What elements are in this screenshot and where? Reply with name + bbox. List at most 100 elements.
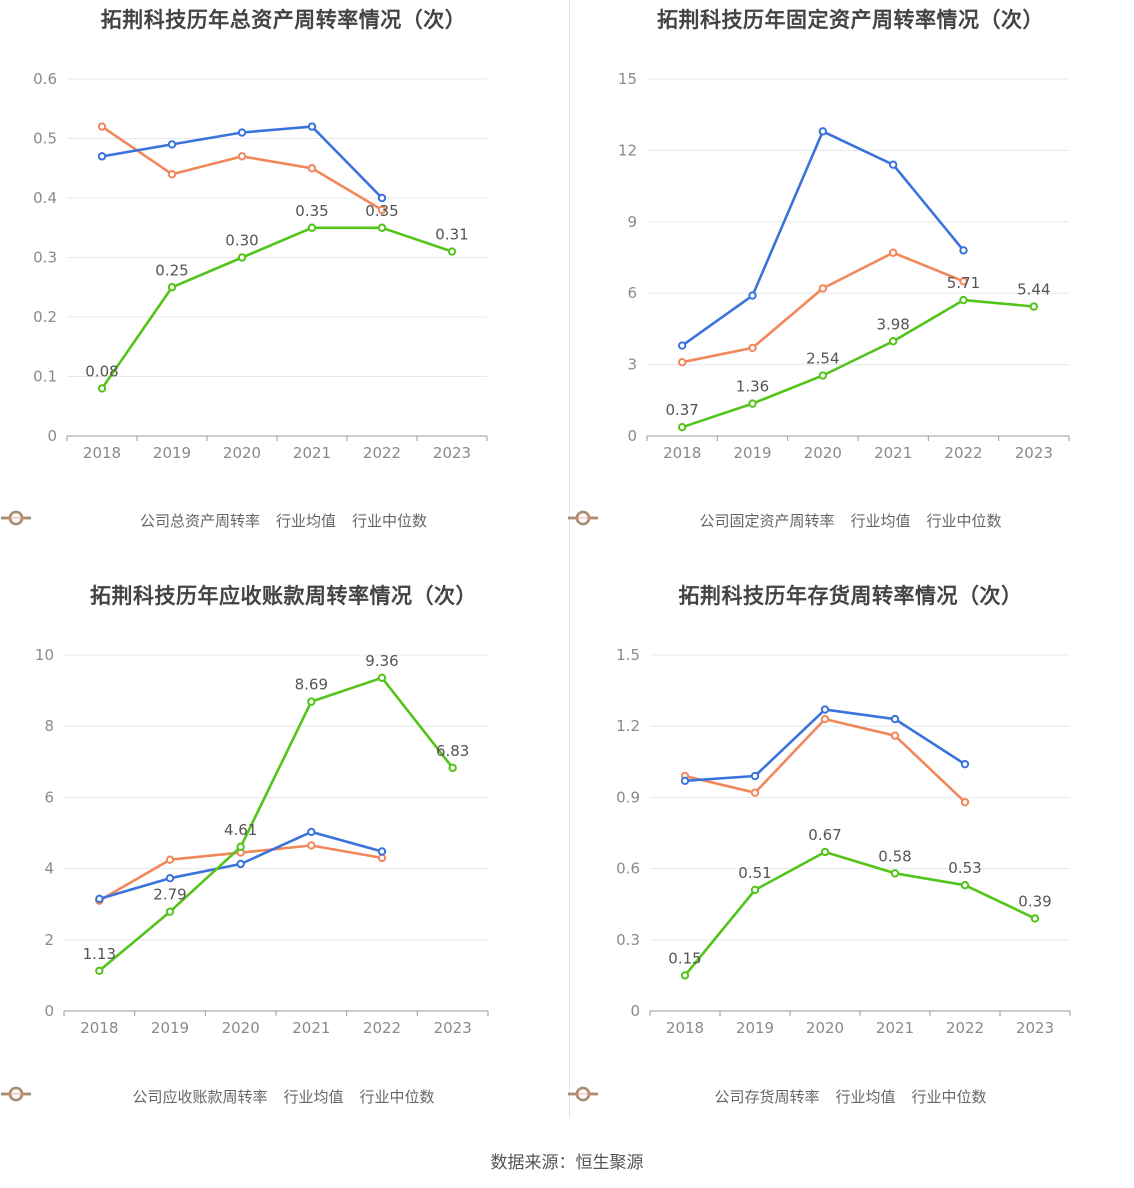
legend-item-average[interactable]: 行业均值 (568, 510, 911, 531)
data-label: 0.37 (665, 401, 698, 419)
y-tick-label: 4 (44, 860, 54, 878)
data-point-median (750, 788, 760, 797)
data-point-company (307, 697, 316, 706)
data-point-average (959, 246, 968, 255)
x-tick-label: 2018 (666, 1019, 704, 1037)
x-tick-label: 2019 (153, 444, 191, 462)
data-point-average (97, 152, 107, 161)
data-label: 8.69 (295, 676, 328, 694)
x-tick-label: 2023 (434, 1019, 472, 1037)
legend-line-circle-icon (1, 1086, 31, 1102)
y-tick-label: 1.2 (616, 717, 640, 735)
legend-label: 公司存货周转率 (714, 1088, 820, 1106)
chart-panel-2: 拓荆科技历年固定资产周转率情况（次） 0 3 6 9 12 15 2018 2019 2020 20… (567, 0, 1134, 570)
chart-legend[interactable]: 公司总资产周转率 行业均值 行业中位数 (0, 510, 567, 531)
data-label: 0.58 (878, 847, 911, 865)
y-tick-label: 0.4 (33, 189, 57, 207)
legend-item-company[interactable]: 公司应收账款周转率 (1, 1086, 267, 1107)
data-point-average (960, 759, 970, 769)
legend-item-company[interactable]: 公司总资产周转率 (1, 510, 260, 531)
legend-label: 行业中位数 (926, 512, 1002, 530)
series-line-median (101, 125, 383, 212)
legend-line-circle-icon (568, 510, 598, 526)
y-tick-label: 0.5 (33, 130, 57, 148)
data-point-average (750, 771, 760, 781)
x-tick-label: 2020 (804, 444, 842, 462)
legend-item-median[interactable]: 行业中位数 (568, 1086, 987, 1107)
chart-legend[interactable]: 公司应收账款周转率 行业均值 行业中位数 (0, 1086, 567, 1107)
series-line-company (681, 298, 1034, 429)
y-tick-label: 8 (44, 717, 54, 735)
data-point-median (307, 164, 317, 173)
chart-svg: 0 0.3 0.6 0.9 1.2 1.5 2018 2019 2020 2021 2022 2023… (616, 646, 1071, 1037)
data-point-company (377, 673, 387, 682)
y-tick-label: 10 (35, 646, 54, 664)
data-point-median (960, 797, 970, 807)
data-point-company (820, 847, 830, 857)
legend-item-company[interactable]: 公司固定资产周转率 (568, 510, 834, 531)
x-tick-label: 2022 (363, 444, 401, 462)
data-label: 3.98 (876, 315, 909, 333)
legend-item-median[interactable]: 行业中位数 (1, 510, 427, 531)
data-label: 0.53 (948, 859, 981, 877)
legend-line-circle-icon (568, 1086, 598, 1102)
data-point-median (888, 248, 898, 257)
data-point-company (448, 763, 457, 773)
x-tick-label: 2021 (876, 1019, 914, 1037)
x-tick-label: 2018 (663, 444, 701, 462)
vertical-divider (569, 0, 570, 1118)
chart-panel-1: 拓荆科技历年总资产周转率情况（次） 0 0.1 0.2 0.3 0.4 0.5 0.6 2018… (0, 0, 567, 570)
data-point-company (307, 223, 317, 232)
chart-title: 拓荆科技历年固定资产周转率情况（次） (657, 8, 1044, 32)
x-tick-label: 2018 (83, 444, 121, 462)
data-point-company (960, 881, 970, 890)
series-line-average (101, 125, 383, 199)
data-point-company (890, 869, 900, 878)
x-tick-label: 2022 (946, 1019, 984, 1037)
data-point-company (237, 253, 247, 262)
legend-item-average[interactable]: 行业均值 (1, 1086, 344, 1107)
data-label: 0.30 (225, 232, 258, 250)
data-point-median (167, 170, 177, 179)
data-point-company (677, 422, 687, 432)
y-tick-label: 0 (47, 427, 57, 445)
data-label: 1.13 (83, 945, 116, 963)
chart-legend[interactable]: 公司存货周转率 行业均值 行业中位数 (567, 1086, 1134, 1107)
x-tick-label: 2018 (80, 1019, 118, 1037)
data-point-average (377, 193, 387, 203)
data-source: 数据来源：恒生聚源 (490, 1153, 644, 1173)
series-line-median (684, 717, 966, 804)
data-label: 0.35 (365, 202, 398, 220)
series-line-median (681, 251, 964, 364)
data-point-average (677, 341, 687, 350)
chart-panel-4: 拓荆科技历年存货周转率情况（次） 0 0.3 0.6 0.9 1.2 1.5 2018 2019… (567, 576, 1134, 1146)
legend-item-company[interactable]: 公司存货周转率 (568, 1086, 820, 1107)
data-label: 1.36 (736, 378, 769, 396)
chart-svg: 0 0.1 0.2 0.3 0.4 0.5 0.6 2018 2019 2020 2021 2022 2… (33, 70, 488, 462)
legend-item-average[interactable]: 行业均值 (568, 1086, 896, 1107)
y-tick-label: 1.5 (616, 646, 640, 664)
y-tick-label: 0.2 (33, 308, 57, 326)
data-point-company (95, 966, 104, 975)
y-tick-label: 9 (627, 213, 637, 231)
data-label: 5.71 (947, 274, 980, 292)
data-point-average (236, 859, 245, 869)
y-tick-label: 0.1 (33, 368, 57, 386)
x-tick-label: 2021 (874, 444, 912, 462)
y-tick-label: 0.6 (616, 860, 640, 878)
series-line-company (683, 850, 1036, 977)
data-point-median (377, 205, 387, 215)
data-label: 0.15 (668, 949, 701, 967)
data-label: 2.54 (806, 350, 839, 368)
legend-item-average[interactable]: 行业均值 (1, 510, 336, 531)
data-point-median (818, 284, 828, 293)
legend-item-median[interactable]: 行业中位数 (1, 1086, 435, 1107)
y-tick-label: 15 (618, 70, 637, 88)
chart-legend[interactable]: 公司固定资产周转率 行业均值 行业中位数 (567, 510, 1134, 531)
data-point-company (377, 223, 387, 232)
data-point-average (307, 122, 317, 131)
legend-label: 行业均值 (850, 512, 911, 530)
legend-item-median[interactable]: 行业中位数 (568, 510, 1002, 531)
legend-line-circle-icon (1, 510, 31, 526)
x-tick-label: 2019 (733, 444, 771, 462)
